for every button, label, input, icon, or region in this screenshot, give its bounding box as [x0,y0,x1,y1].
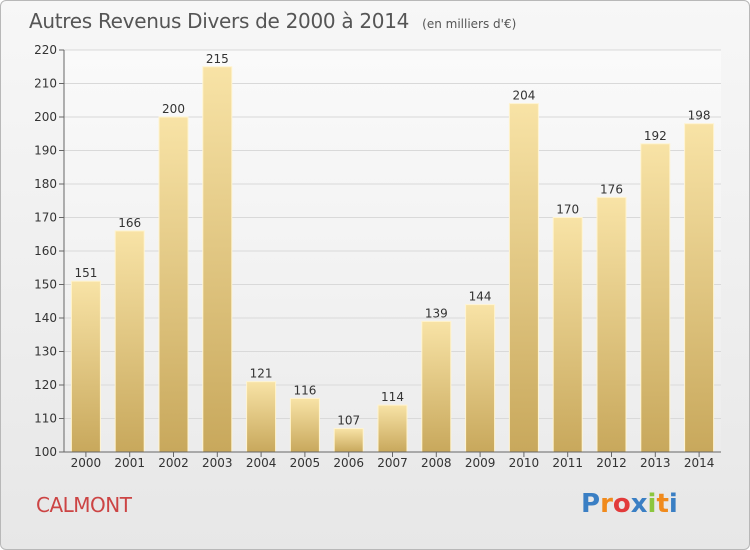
x-tick-label: 2013 [640,456,671,470]
y-tick-label: 160 [34,244,57,258]
logo-letter: P [581,489,601,519]
data-label: 204 [512,89,535,103]
logo-letter: i [668,489,678,519]
data-label: 151 [74,266,97,280]
x-tick-label: 2010 [509,456,540,470]
x-tick-label: 2011 [552,456,583,470]
bar-2005 [289,397,320,453]
data-label: 121 [250,367,273,381]
logo-letter: i [647,489,657,519]
y-tick-label: 210 [34,77,57,91]
chart-subtitle: (en milliers d'€) [422,17,517,31]
logo-letter: r [600,489,613,519]
commune-name: CALMONT [36,493,132,517]
x-tick-label: 2003 [202,456,233,470]
x-tick-label: 2002 [158,456,189,470]
bar-2011 [552,217,583,453]
bar-2002 [158,116,189,453]
bars: 151 166 200 215 121 116 107 114 139 144 204 170 176 1… [70,52,715,453]
chart-title: Autres Revenus Divers de 2000 à 2014 [29,9,410,33]
y-tick-label: 120 [34,378,57,392]
data-label: 166 [118,216,141,230]
data-label: 144 [469,290,492,304]
data-label: 176 [600,182,623,196]
y-tick-label: 180 [34,177,57,191]
title-row: Autres Revenus Divers de 2000 à 2014 (en… [29,9,516,33]
data-label: 192 [644,129,667,143]
bar-2004 [246,381,277,453]
x-tick-label: 2006 [333,456,364,470]
bar-2008 [421,320,452,453]
bar-2013 [640,143,671,453]
data-label: 116 [293,383,316,397]
y-tick-label: 130 [34,345,57,359]
logo-letter: o [612,489,631,519]
bar-2006 [333,428,364,453]
bar-2009 [465,304,496,453]
bar-2001 [114,230,145,453]
y-tick-label: 150 [34,278,57,292]
x-tick-label: 2001 [114,456,145,470]
y-tick-label: 100 [34,445,57,459]
data-label: 107 [337,414,360,428]
y-axis: 100 110 120 130 140 150 160 170 180 190 200 210 220 [34,43,65,459]
data-label: 170 [556,203,579,217]
y-tick-label: 190 [34,144,57,158]
x-tick-label: 2008 [421,456,452,470]
x-tick-label: 2007 [377,456,408,470]
bar-2012 [596,196,627,453]
x-tick-label: 2000 [71,456,102,470]
proxiti-logo[interactable]: Proxiti [581,489,678,519]
y-tick-label: 200 [34,110,57,124]
bar-2007 [377,404,408,453]
x-tick-label: 2005 [290,456,321,470]
data-label: 200 [162,102,185,116]
bar-2010 [508,103,539,453]
x-axis: 2000 2001 2002 2003 2004 2005 2006 2007 2008 2009… [64,451,721,470]
y-tick-label: 170 [34,211,57,225]
x-tick-label: 2009 [465,456,496,470]
y-tick-label: 220 [34,43,57,57]
bar-2000 [70,280,101,453]
y-tick-label: 110 [34,412,57,426]
bar-2003 [202,66,233,453]
data-label: 114 [381,390,404,404]
logo-letter: t [656,489,669,519]
logo-letter: x [630,489,648,519]
x-tick-label: 2012 [596,456,627,470]
x-tick-label: 2004 [246,456,277,470]
data-label: 139 [425,306,448,320]
bar-2014 [684,123,715,453]
y-tick-label: 140 [34,311,57,325]
data-label: 198 [688,109,711,123]
data-label: 215 [206,52,229,66]
x-tick-label: 2014 [684,456,715,470]
